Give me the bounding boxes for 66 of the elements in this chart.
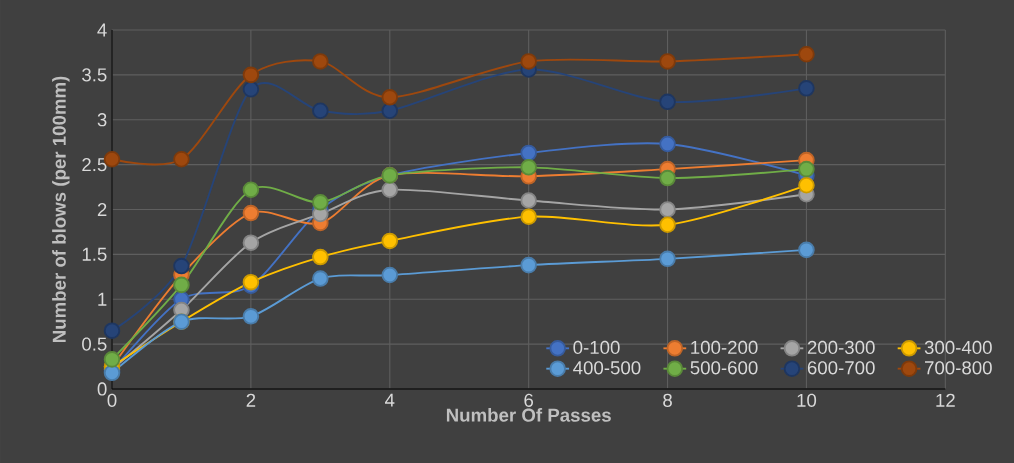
point	[798, 241, 815, 259]
point	[659, 93, 676, 111]
point	[381, 232, 399, 250]
point	[659, 53, 676, 70]
x-tick-label: 10	[797, 393, 817, 407]
legend-label: 600-700	[807, 361, 875, 375]
point	[381, 266, 399, 284]
legend-label: 200-300	[807, 340, 875, 355]
point	[242, 66, 260, 84]
point	[312, 270, 329, 287]
point	[798, 80, 815, 97]
point	[659, 135, 676, 153]
point	[312, 53, 329, 70]
legend-label: 100-200	[691, 340, 758, 355]
y-tick-label: 4	[97, 23, 107, 37]
point	[381, 102, 399, 120]
y-tick-label: 3.5	[82, 68, 107, 82]
point	[520, 192, 537, 209]
legend-label: 0-100	[573, 340, 620, 355]
point	[659, 201, 676, 218]
x-tick-label: 8	[663, 393, 672, 407]
point	[520, 53, 537, 70]
point	[798, 160, 815, 178]
point	[242, 234, 260, 251]
y-tick-label: 0	[97, 382, 107, 396]
point	[659, 250, 676, 268]
point	[242, 273, 260, 291]
point	[103, 351, 121, 368]
y-tick-label: 2	[97, 202, 107, 217]
point	[381, 89, 399, 106]
point	[103, 322, 121, 339]
x-tick-label: 6	[524, 393, 534, 407]
point	[659, 169, 676, 187]
point	[173, 150, 190, 168]
point	[520, 208, 537, 225]
point	[798, 45, 815, 63]
y-tick-label: 1	[98, 292, 107, 306]
point	[173, 257, 190, 275]
point	[659, 216, 676, 234]
y-tick-label: 2.5	[82, 158, 107, 172]
point	[242, 80, 260, 98]
point	[312, 102, 329, 120]
point	[520, 256, 537, 274]
y-tick-label: 0.5	[82, 337, 107, 351]
point	[381, 181, 399, 199]
point	[520, 159, 537, 176]
legend-label: 300-400	[924, 340, 992, 355]
x-tick-label: 4	[385, 393, 395, 407]
x-tick-label: 2	[246, 393, 256, 407]
x-tick-label: 0	[107, 393, 117, 407]
point	[312, 194, 329, 211]
point	[242, 204, 260, 222]
legend-label: 400-500	[573, 361, 641, 375]
point	[242, 308, 260, 325]
y-tick-label: 1.5	[82, 247, 107, 261]
y-axis-title: Number of blows (per 100mm)	[52, 76, 70, 343]
point	[242, 181, 260, 199]
x-tick-label: 12	[936, 393, 955, 407]
y-tick-label: 3	[97, 113, 107, 127]
legend-label: 500-600	[690, 361, 758, 375]
point	[312, 248, 329, 266]
point	[520, 144, 537, 162]
x-axis-title: Number Of Passes	[446, 408, 611, 422]
legend-label: 700-800	[925, 361, 992, 375]
point	[173, 276, 190, 294]
point	[798, 176, 815, 194]
